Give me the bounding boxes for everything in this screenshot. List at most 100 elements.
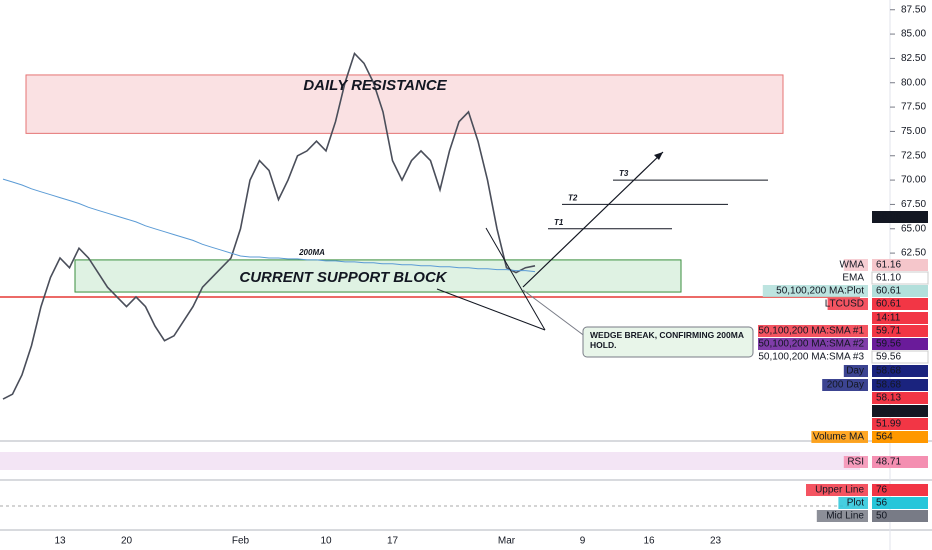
price-tag-name: WMA (840, 260, 865, 271)
price-tag (872, 456, 928, 468)
price-line (2, 51, 536, 400)
y-tick-label: 75.00 (901, 126, 926, 137)
x-tick-label: 13 (54, 536, 66, 547)
price-tag (871, 350, 929, 364)
price-tag (872, 298, 928, 310)
wedge-line (436, 288, 546, 331)
price-tag-name-box (822, 379, 868, 391)
price-tag (871, 271, 929, 285)
price-tag-value: 59.56 (876, 352, 901, 363)
price-tag (872, 510, 928, 522)
price-tag-name: 50,100,200 MA:SMA #2 (758, 339, 864, 350)
price-tag (872, 211, 928, 223)
zone-label: DAILY RESISTANCE (303, 77, 447, 94)
price-tag-name-box (827, 298, 868, 310)
price-tag-value: 58.68 (876, 380, 901, 391)
price-tag-name-box (843, 365, 868, 377)
price-tag (872, 312, 928, 324)
price-tag-name: Day (846, 366, 864, 377)
ma-label: 200MA (298, 248, 325, 257)
y-tick-label: 72.50 (901, 150, 926, 161)
y-tick-label: 77.50 (901, 102, 926, 113)
price-tag (872, 392, 928, 404)
price-tag-value: 66.06 (876, 212, 901, 223)
target-label: T1 (554, 218, 564, 227)
price-tag-value: 59.56 (876, 339, 901, 350)
x-tick-label: 23 (710, 536, 722, 547)
price-tag (872, 338, 928, 350)
wedge-line (485, 227, 546, 331)
price-tag-name: Upper Line (815, 485, 864, 496)
price-tag-name-box (758, 338, 868, 350)
price-tag-name-box (843, 259, 868, 271)
rsi-band (0, 452, 860, 470)
ma-line (2, 178, 536, 273)
y-tick-label: 65.00 (901, 223, 926, 234)
price-tag (872, 285, 928, 297)
price-tag-name: 50,100,200 MA:SMA #1 (758, 326, 864, 337)
price-tag-value: 54.97 (876, 406, 901, 417)
price-tag (872, 431, 928, 443)
price-tag-value: 14:11 (876, 313, 901, 324)
price-tag-value: 76 (876, 485, 888, 496)
price-tag-name-box (758, 351, 868, 363)
price-tag-value: 58.68 (876, 366, 901, 377)
x-tick-label: 20 (121, 536, 133, 547)
x-tick-label: 16 (643, 536, 655, 547)
callout-box (582, 326, 754, 358)
price-tag-value: 60.61 (876, 299, 901, 310)
y-tick-label: 85.00 (901, 29, 926, 40)
price-tag-value: 48.71 (876, 457, 901, 468)
x-tick-label: Feb (232, 536, 250, 547)
price-tag (872, 418, 928, 430)
price-tag-value: 56 (876, 498, 888, 509)
y-tick-label: 70.00 (901, 175, 926, 186)
price-tag-name-box (843, 272, 868, 284)
price-tag-name-box (838, 497, 868, 509)
price-tag-name-box (762, 285, 868, 297)
zone (74, 259, 682, 293)
y-tick-label: 80.00 (901, 77, 926, 88)
plot (2, 51, 784, 400)
price-tag-name-box (758, 325, 868, 337)
price-tag-name-box (843, 456, 868, 468)
price-tag-name-box (816, 510, 868, 522)
price-tag (872, 497, 928, 509)
zone-label: CURRENT SUPPORT BLOCK (239, 269, 447, 286)
x-tick-label: 9 (580, 536, 586, 547)
y-tick-label: 82.50 (901, 53, 926, 64)
price-tag-name: 50,100,200 MA:SMA #3 (758, 352, 864, 363)
callout-text: WEDGE BREAK, CONFIRMING 200MA HOLD. (590, 330, 744, 350)
price-tag-value: 58.13 (876, 393, 901, 404)
price-tag-value: 61.16 (876, 260, 901, 271)
price-tag (872, 365, 928, 377)
y-tick-label: 62.50 (901, 248, 926, 259)
price-tag-name-box (811, 431, 868, 443)
callout-pointer (522, 289, 591, 341)
price-tag-value: 51.99 (876, 419, 901, 430)
x-tick-label: 10 (320, 536, 332, 547)
y-tick-label: 87.50 (901, 4, 926, 15)
price-tag-name: EMA (842, 273, 864, 284)
price-tag (872, 325, 928, 337)
price-tag (872, 405, 928, 417)
price-tag-value: 59.71 (876, 326, 901, 337)
price-tag (872, 379, 928, 391)
price-tag (872, 484, 928, 496)
price-tag-value: 61.10 (876, 273, 901, 284)
target-arrow (522, 151, 664, 288)
zone (25, 74, 784, 134)
price-tag-name-box (806, 484, 868, 496)
arrow-head (654, 152, 663, 160)
price-tag-value: 564 (876, 432, 893, 443)
price-tag-name: Mid Line (826, 511, 864, 522)
target-label: T3 (619, 169, 629, 178)
price-tag-name: Volume MA (813, 432, 864, 443)
price-tag-name: LTCUSD (825, 299, 864, 310)
price-tag-name: RSI (847, 457, 864, 468)
price-tag-value: 50 (876, 511, 888, 522)
callout: WEDGE BREAK, CONFIRMING 200MA HOLD. (590, 330, 744, 350)
price-tag-name: 50,100,200 MA:Plot (776, 286, 864, 297)
price-tag-name: 200 Day (827, 380, 864, 391)
